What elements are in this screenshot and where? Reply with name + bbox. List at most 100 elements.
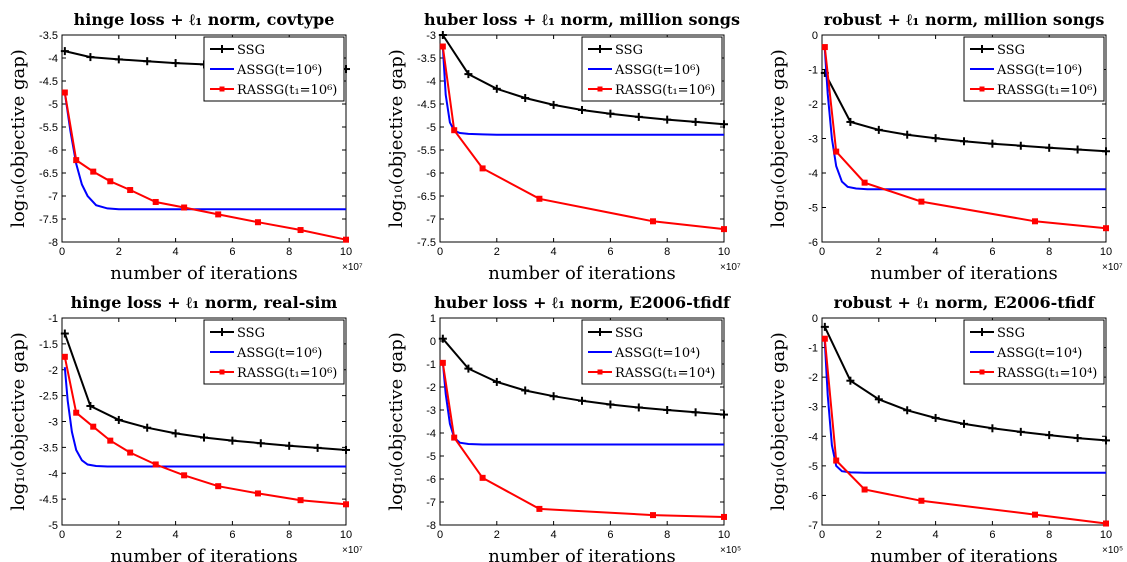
data-point: [960, 419, 968, 428]
x-tick-label: 10: [340, 246, 352, 258]
legend-label: ASSG(t=10⁴): [614, 346, 700, 361]
x-tick-label: 8: [286, 246, 292, 258]
chart-title: hinge loss + ℓ₁ norm, covtype: [74, 10, 335, 29]
y-tick-label: -8: [48, 237, 58, 249]
legend: SSG ASSG(t=10⁶) RASSG(t₁=10⁶): [963, 36, 1105, 102]
data-point: [479, 474, 486, 481]
data-point: [903, 130, 912, 139]
legend-label: ASSG(t=10⁶): [614, 63, 700, 78]
data-point: [1102, 147, 1110, 156]
series-line: [441, 362, 725, 518]
legend-entry-2: ASSG(t=10⁶): [210, 346, 322, 361]
y-tick-label: -7: [426, 214, 436, 226]
y-axis-label: log₁₀(objective gap): [8, 49, 29, 228]
series-line: [441, 46, 724, 136]
data-point: [988, 424, 997, 433]
y-tick-label: -5: [426, 122, 436, 134]
y-tick-label: -3: [426, 405, 436, 417]
chart-panel-6: robust + ℓ₁ norm, E2006-tfidf 0 2 4 6 8 10 -7 -6…: [768, 293, 1123, 562]
y-axis-label: log₁₀(objective gap): [768, 332, 789, 511]
legend-entry-3: RASSG(t₁=10⁶): [970, 83, 1097, 98]
x-tick-label: 4: [933, 246, 939, 258]
series-2: [823, 48, 1106, 191]
legend-marker: [219, 86, 225, 92]
data-point: [918, 497, 925, 504]
data-point: [521, 94, 530, 103]
x-tick-label: 4: [173, 246, 179, 258]
chart-panel-4: hinge loss + ℓ₁ norm, real-sim 0 2 4 6 8 10 -5 -…: [8, 293, 363, 562]
y-tick-label: -4: [48, 468, 58, 480]
x-tick-label: 2: [116, 246, 122, 258]
data-point: [254, 490, 261, 497]
series-line: [823, 46, 1107, 230]
x-tick-label: 6: [989, 529, 995, 541]
data-point: [60, 47, 69, 56]
legend-entry-1: SSG: [970, 326, 1025, 341]
data-point: [181, 204, 188, 211]
legend-label: SSG: [615, 43, 643, 58]
data-point: [634, 403, 643, 412]
data-point: [254, 219, 261, 226]
y-tick-label: -5: [48, 99, 58, 111]
data-point: [451, 127, 458, 134]
y-tick-label: -3: [48, 417, 58, 429]
data-point: [1045, 143, 1054, 152]
y-tick-label: -1: [426, 359, 436, 371]
data-point: [285, 441, 294, 450]
data-point: [1073, 145, 1082, 154]
y-tick-label: -1: [48, 313, 58, 325]
chart-title: robust + ℓ₁ norm, E2006-tfidf: [834, 293, 1096, 312]
data-point: [215, 483, 222, 490]
data-point: [200, 433, 208, 442]
data-point: [536, 195, 543, 202]
x-tick-label: 6: [229, 529, 235, 541]
data-point: [256, 439, 265, 448]
data-point: [1073, 434, 1082, 443]
y-tick-label: -1: [808, 343, 818, 355]
data-point: [833, 148, 840, 155]
data-point: [988, 139, 997, 148]
legend-label: RASSG(t₁=10⁴): [997, 366, 1097, 381]
data-point: [861, 486, 868, 493]
series-3: [439, 359, 727, 520]
x-axis-label: number of iterations: [110, 263, 298, 284]
x-exponent-label: ×10⁷: [720, 262, 741, 273]
y-tick-label: -4.5: [39, 494, 58, 506]
y-tick-label: 1: [430, 313, 436, 325]
x-tick-label: 4: [933, 529, 939, 541]
data-point: [549, 100, 558, 109]
legend-label: SSG: [237, 326, 265, 341]
chart-title: hinge loss + ℓ₁ norm, real-sim: [71, 293, 338, 312]
data-point: [464, 364, 473, 373]
y-tick-label: -2: [808, 372, 818, 384]
data-point: [606, 109, 615, 118]
series-1: [438, 31, 728, 129]
x-tick-label: 0: [819, 246, 825, 258]
x-axis-label: number of iterations: [870, 546, 1058, 562]
data-point: [152, 461, 159, 468]
series-1: [820, 68, 1110, 156]
x-tick-label: 4: [173, 529, 179, 541]
data-point: [439, 43, 446, 50]
data-point: [107, 437, 114, 444]
series-2: [441, 361, 724, 446]
x-tick-label: 2: [876, 246, 882, 258]
data-point: [297, 497, 304, 504]
legend-entry-3: RASSG(t₁=10⁴): [588, 366, 715, 381]
legend-label: ASSG(t=10⁶): [996, 63, 1082, 78]
x-axis-label: number of iterations: [870, 263, 1058, 284]
data-point: [143, 423, 152, 432]
legend-marker: [979, 369, 985, 375]
series-3: [439, 43, 727, 233]
y-tick-label: -4: [808, 168, 818, 180]
series-line: [823, 338, 1107, 525]
y-tick-label: -3.5: [39, 442, 58, 454]
x-exponent-label: ×10⁵: [720, 545, 741, 556]
y-tick-label: -3: [426, 30, 436, 42]
series-3: [821, 44, 1109, 232]
legend-marker: [979, 86, 985, 92]
data-point: [171, 429, 180, 438]
data-point: [833, 457, 840, 464]
y-tick-label: -5.5: [417, 145, 436, 157]
data-point: [820, 322, 829, 331]
